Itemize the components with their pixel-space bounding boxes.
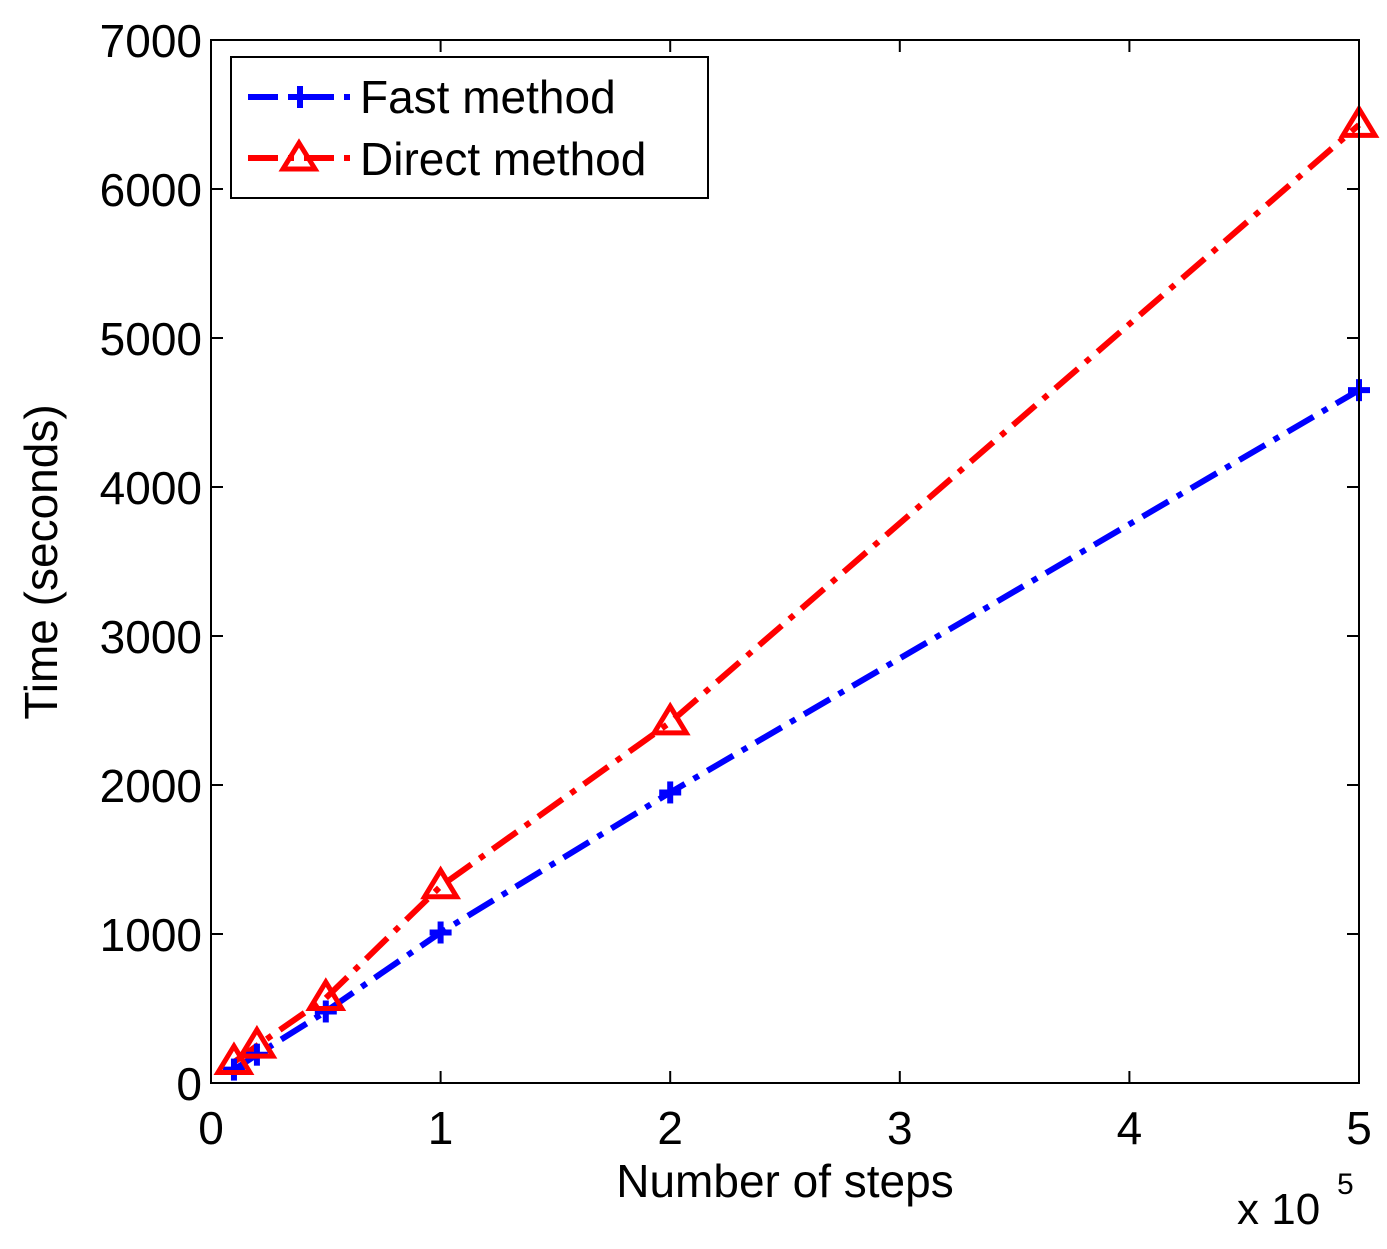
x-tick-label: 1 — [428, 1102, 454, 1154]
x-tick-label: 0 — [198, 1102, 224, 1154]
series-layer — [213, 104, 1380, 1081]
legend-direct-marker — [278, 138, 320, 172]
y-tick-label: 3000 — [100, 611, 202, 663]
x-tick-label: 4 — [1117, 1102, 1143, 1154]
legend-fast-label: Fast method — [360, 71, 616, 123]
x-tick-label: 5 — [1346, 1102, 1372, 1154]
y-axis: 0 1000 2000 3000 4000 5000 6000 7000 — [100, 15, 1359, 1110]
x-tick-label: 3 — [887, 1102, 913, 1154]
direct-method-point — [305, 977, 347, 1011]
y-tick-label: 2000 — [100, 760, 202, 812]
legend: Fast method Direct method — [230, 56, 709, 199]
y-tick-label: 5000 — [100, 313, 202, 365]
x-axis-label: Number of steps — [616, 1155, 953, 1207]
y-tick-label: 0 — [176, 1058, 202, 1110]
fast-method-point — [222, 1058, 245, 1081]
y-axis-label: Time (seconds) — [15, 404, 67, 719]
y-tick-label: 1000 — [100, 909, 202, 961]
y-tick-label: 6000 — [100, 164, 202, 216]
legend-fast-marker — [289, 86, 311, 108]
y-tick-label: 7000 — [100, 15, 202, 67]
y-tick-label: 4000 — [100, 462, 202, 514]
legend-direct-label: Direct method — [360, 133, 646, 185]
x-multiplier-exponent: 5 — [1337, 1168, 1354, 1201]
plot-frame — [210, 39, 1360, 1084]
fast-method-point — [659, 781, 682, 804]
fast-method-point — [429, 921, 452, 944]
x-axis: 0 1 2 3 4 5 — [198, 40, 1372, 1154]
series-line-direct — [232, 122, 1361, 1065]
direct-method-point — [213, 1041, 255, 1076]
direct-method-point — [420, 865, 462, 900]
fast-method-point — [314, 1000, 337, 1023]
x-tick-label: 2 — [657, 1102, 683, 1154]
direct-method-point — [649, 701, 691, 736]
x-multiplier-label: x 10 — [1237, 1185, 1320, 1234]
direct-method-point — [236, 1024, 278, 1059]
legend-box — [230, 56, 709, 199]
